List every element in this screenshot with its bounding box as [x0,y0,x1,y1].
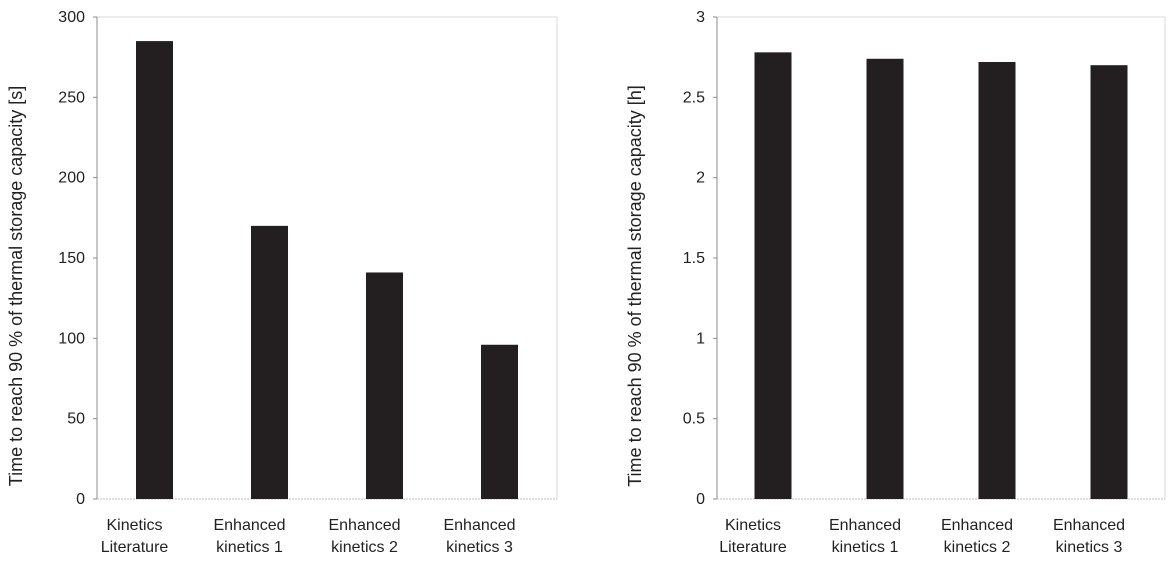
x-category-label: Literature [101,539,169,556]
y-tick-label: 2 [696,170,705,187]
bar-3 [366,272,403,499]
x-category-label: kinetics 3 [446,539,513,556]
x-category-label: kinetics 1 [832,539,899,556]
y-axis-title: Time to reach 90 % of thermal storage ca… [6,86,26,487]
x-category-label: kinetics 3 [1056,539,1123,556]
x-category-label: Enhanced [941,517,1013,534]
x-category-label: Kinetics [106,517,162,534]
y-tick-label: 300 [58,9,85,26]
y-tick-label: 150 [58,250,85,267]
bar-4 [481,344,518,499]
bar-1 [754,52,792,499]
y-tick-label: 100 [58,330,85,347]
x-category-label: kinetics 2 [331,539,398,556]
x-category-label: Enhanced [213,517,285,534]
bar-1 [136,41,173,499]
y-axis-title: Time to reach 90 % of thermal storage ca… [625,85,645,487]
chart-panel-2: 0 0.5 1 1.5 2 2.5 3 Kinetics Literature Enhanced k… [625,9,1166,556]
x-category-label: Literature [719,539,787,556]
y-tick-label: 250 [58,89,85,106]
x-category-label: kinetics 1 [216,539,283,556]
x-category-label: Enhanced [829,517,901,534]
y-tick-label: 3 [696,9,705,26]
y-tick-label: 0 [696,491,705,508]
x-category-label: Enhanced [328,517,400,534]
bar-2 [866,58,904,499]
y-tick-label: 1.5 [683,250,705,267]
chart-panel-1: 0 50 100 150 200 250 300 Kinetics Literature Enha… [6,9,558,556]
bar-4 [1090,65,1128,499]
y-tick-label: 2.5 [683,89,705,106]
y-tick-label: 50 [67,411,85,428]
y-tick-label: 0.5 [683,411,705,428]
x-category-label: Kinetics [725,517,781,534]
y-tick-label: 200 [58,170,85,187]
bar-2 [251,225,288,499]
x-category-label: Enhanced [1053,517,1125,534]
x-category-label: Enhanced [443,517,515,534]
y-tick-label: 0 [76,491,85,508]
x-category-label: kinetics 2 [944,539,1011,556]
bar-3 [978,61,1016,500]
y-tick-label: 1 [696,330,705,347]
